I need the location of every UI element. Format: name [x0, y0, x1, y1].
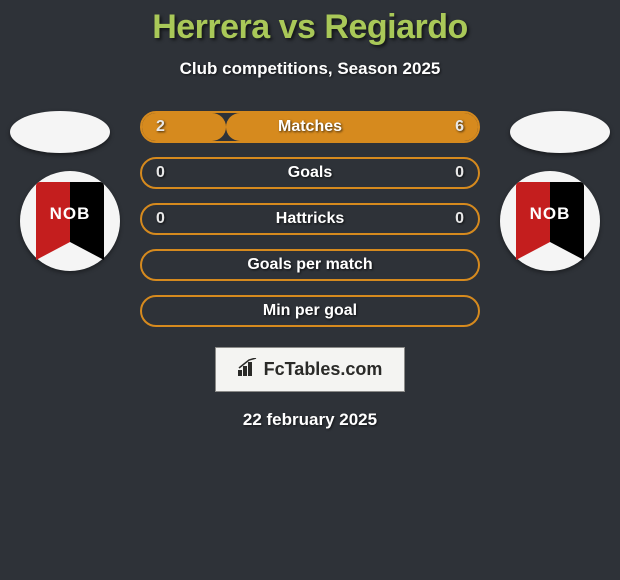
brand-badge: FcTables.com	[215, 347, 406, 392]
stat-bar: 2 6 Matches	[140, 111, 480, 143]
bar-fill-left	[142, 113, 226, 141]
player-avatar-left	[10, 111, 110, 153]
stat-value-left: 0	[156, 164, 165, 182]
stat-label: Goals per match	[247, 256, 372, 274]
shield-icon: NOB	[36, 182, 104, 260]
comparison-panel: NOB NOB 2 6 Matches 0 0 Goals 0 0 Hattricks Goals…	[0, 111, 620, 327]
club-logo-right: NOB	[500, 171, 600, 271]
club-logo-left: NOB	[20, 171, 120, 271]
stat-bars: 2 6 Matches 0 0 Goals 0 0 Hattricks Goals per mat…	[140, 111, 480, 327]
stat-label: Min per goal	[263, 302, 357, 320]
stat-bar: 0 0 Goals	[140, 157, 480, 189]
bar-fill-right	[226, 113, 478, 141]
date-text: 22 february 2025	[0, 410, 620, 430]
shield-icon: NOB	[516, 182, 584, 260]
brand-text: FcTables.com	[264, 359, 383, 380]
page-title: Herrera vs Regiardo	[0, 8, 620, 47]
stat-bar: Min per goal	[140, 295, 480, 327]
page-subtitle: Club competitions, Season 2025	[0, 59, 620, 79]
stat-label: Matches	[278, 118, 342, 136]
club-badge-text: NOB	[516, 204, 584, 224]
stat-value-right: 0	[455, 210, 464, 228]
stat-value-left: 2	[156, 118, 165, 136]
club-badge-text: NOB	[36, 204, 104, 224]
stat-label: Goals	[288, 164, 332, 182]
stat-value-right: 6	[455, 118, 464, 136]
stat-value-left: 0	[156, 210, 165, 228]
player-avatar-right	[510, 111, 610, 153]
stat-bar: Goals per match	[140, 249, 480, 281]
stat-bar: 0 0 Hattricks	[140, 203, 480, 235]
stat-value-right: 0	[455, 164, 464, 182]
chart-icon	[238, 358, 258, 381]
stat-label: Hattricks	[276, 210, 344, 228]
